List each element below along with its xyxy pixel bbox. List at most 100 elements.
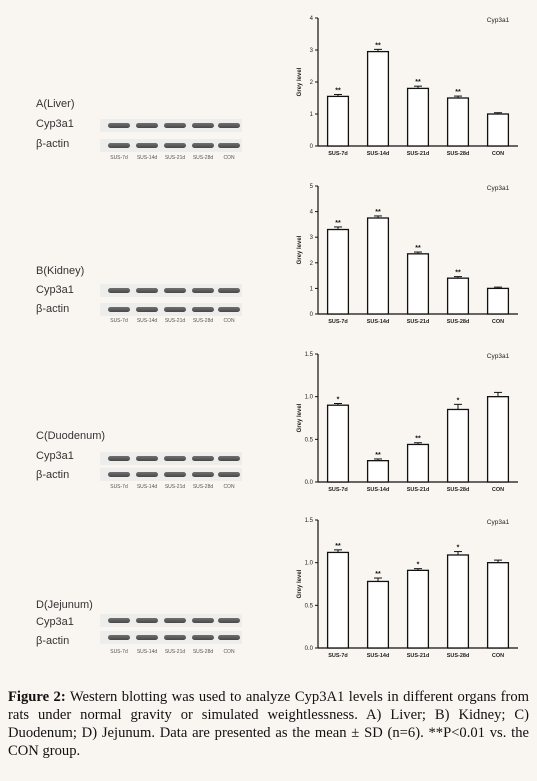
bar xyxy=(406,87,430,147)
blot-band xyxy=(218,143,240,148)
beta-actin-row-label: β-actin xyxy=(36,469,70,481)
cyp3a1-blot xyxy=(100,452,242,465)
bar xyxy=(366,460,390,483)
chart-title: Cyp3a1 xyxy=(487,17,510,24)
lane-label: SUS-14d xyxy=(136,649,158,655)
y-tick-label: 3 xyxy=(310,235,314,241)
x-tick-label: SUS-28d xyxy=(447,653,470,659)
y-tick-label: 0.5 xyxy=(305,437,314,443)
blot-band xyxy=(164,123,186,128)
blot-band xyxy=(136,288,158,293)
cyp3a1-row-label: Cyp3a1 xyxy=(36,450,74,462)
lane-label: CON xyxy=(223,318,235,324)
lane-label: SUS-21d xyxy=(164,484,186,490)
beta-actin-blot xyxy=(100,468,242,481)
y-tick-label: 4 xyxy=(310,16,314,22)
significance-marker: ** xyxy=(455,89,461,96)
bar xyxy=(326,404,350,483)
panel-liver: A(Liver) Cyp3a1 β-actin SUS-7d SUS-14d SUS… xyxy=(0,0,537,170)
y-tick-label: 0.5 xyxy=(305,603,314,609)
cyp3a1-row-label: Cyp3a1 xyxy=(36,118,74,130)
y-tick-label: 1.0 xyxy=(305,395,314,401)
blot-band xyxy=(218,635,240,640)
x-tick-label: SUS-28d xyxy=(447,487,470,493)
blot-band xyxy=(108,635,130,640)
bar-chart-liver: 0 1 2 3 4 Grey level Cyp3a1 ** SUS-7d ** SUS-14d **… xyxy=(297,16,518,157)
lane-label: SUS-7d xyxy=(110,649,128,655)
beta-actin-blot xyxy=(100,303,242,316)
y-tick-label: 4 xyxy=(310,210,314,216)
bar xyxy=(486,113,510,147)
significance-marker: ** xyxy=(335,87,341,94)
y-axis-label: Grey level xyxy=(297,235,303,264)
y-axis-label: Grey level xyxy=(297,569,303,598)
bar xyxy=(446,554,470,649)
lane-labels: SUS-7d SUS-14d SUS-21d SUS-28d CON xyxy=(100,484,242,494)
significance-marker: ** xyxy=(455,270,461,277)
blot-band xyxy=(136,618,158,623)
blot-band xyxy=(218,456,240,461)
x-tick-label: CON xyxy=(492,653,504,659)
y-tick-label: 0.0 xyxy=(305,480,314,486)
y-tick-label: 1 xyxy=(310,286,314,292)
panel-label: B(Kidney) xyxy=(36,265,85,277)
significance-marker: ** xyxy=(375,452,381,459)
panel-duodenum: C(Duodenum) Cyp3a1 β-actin SUS-7d SUS-14d… xyxy=(0,340,537,510)
blot-band xyxy=(218,288,240,293)
x-tick-label: SUS-7d xyxy=(328,151,348,157)
blot-band xyxy=(136,472,158,477)
significance-marker: ** xyxy=(375,42,381,49)
bar xyxy=(446,277,470,315)
lane-label: CON xyxy=(223,484,235,490)
blot-band xyxy=(108,456,130,461)
blot-band xyxy=(218,618,240,623)
beta-actin-blot xyxy=(100,631,242,644)
lane-label: SUS-28d xyxy=(192,318,214,324)
bar xyxy=(486,396,510,483)
panel-label: A(Liver) xyxy=(36,98,75,110)
cyp3a1-blot xyxy=(100,119,242,132)
lane-label: SUS-14d xyxy=(136,155,158,161)
panel-jejunum: D(Jejunum) Cyp3a1 β-actin SUS-7d SUS-14d S… xyxy=(0,508,537,678)
y-tick-label: 1.0 xyxy=(305,561,314,567)
blot-band xyxy=(164,288,186,293)
bar xyxy=(406,443,430,483)
y-axis-label: Grey level xyxy=(297,67,303,96)
lane-label: SUS-28d xyxy=(192,155,214,161)
lane-label: SUS-7d xyxy=(110,318,128,324)
blot-band xyxy=(192,472,214,477)
blot-band xyxy=(164,635,186,640)
x-tick-label: SUS-14d xyxy=(367,151,390,157)
blot-band xyxy=(192,307,214,312)
y-tick-label: 0 xyxy=(310,144,314,150)
blot-band xyxy=(136,456,158,461)
significance-marker: ** xyxy=(335,543,341,550)
lane-label: SUS-14d xyxy=(136,318,158,324)
beta-actin-row-label: β-actin xyxy=(36,635,70,647)
significance-marker: ** xyxy=(375,209,381,216)
y-tick-label: 3 xyxy=(310,48,314,54)
y-tick-label: 2 xyxy=(310,80,314,86)
y-axis-label: Grey level xyxy=(297,403,303,432)
x-tick-label: SUS-7d xyxy=(328,487,348,493)
significance-marker: ** xyxy=(415,436,421,443)
lane-labels: SUS-7d SUS-14d SUS-21d SUS-28d CON xyxy=(100,318,242,328)
blot-band xyxy=(108,307,130,312)
blot-band xyxy=(108,472,130,477)
x-tick-label: SUS-21d xyxy=(407,319,430,325)
x-tick-label: SUS-14d xyxy=(367,319,390,325)
x-tick-label: SUS-28d xyxy=(447,151,470,157)
bar xyxy=(446,408,470,483)
blot-band xyxy=(192,635,214,640)
blot-band xyxy=(164,456,186,461)
blot-band xyxy=(136,307,158,312)
cyp3a1-row-label: Cyp3a1 xyxy=(36,284,74,296)
blot-band xyxy=(108,143,130,148)
beta-actin-row-label: β-actin xyxy=(36,138,70,150)
bar xyxy=(366,580,390,649)
lane-label: SUS-7d xyxy=(110,484,128,490)
blot-band xyxy=(218,123,240,128)
lane-label: CON xyxy=(223,649,235,655)
y-tick-label: 0 xyxy=(310,312,314,318)
